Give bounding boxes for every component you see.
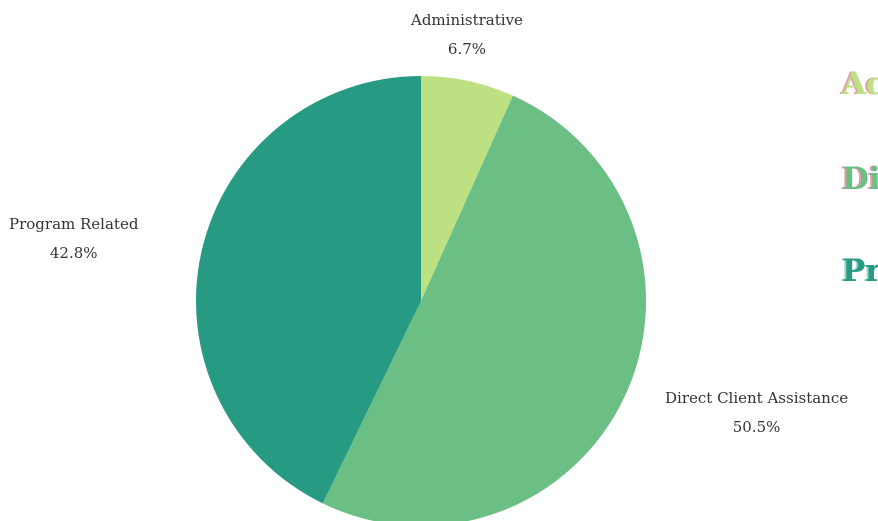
slice-name: Program Related (9, 215, 139, 233)
legend-entry-program-related: Pr (842, 253, 878, 289)
pie-slice-program-related (196, 76, 421, 504)
slice-percent: 6.7% (447, 40, 487, 58)
pie-slice-direct-client-assistance (322, 95, 647, 521)
slice-name: Administrative (411, 11, 523, 29)
slice-name: Direct Client Assistance (665, 389, 849, 407)
slice-label-administrative: Administrative 6.7% (411, 6, 523, 64)
pie-slice-administrative (421, 76, 513, 301)
slice-label-program-related: Program Related 42.8% (9, 210, 138, 268)
slice-percent: 42.8% (49, 244, 98, 262)
legend-entry-direct-client-assistance: Di (842, 161, 878, 197)
slice-percent: 50.5% (732, 418, 781, 436)
legend-entry-administrative: Ac (842, 66, 878, 102)
slice-label-direct-client-assistance: Direct Client Assistance 50.5% (665, 384, 848, 442)
